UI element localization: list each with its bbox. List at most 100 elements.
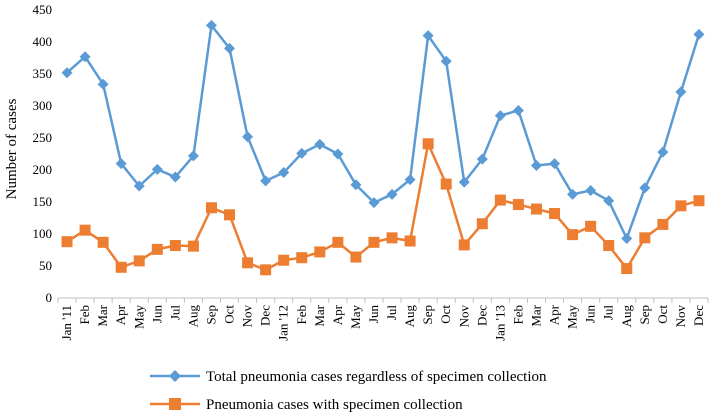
data-point [314,138,326,150]
x-tick-label: Jan '13 [492,305,507,341]
data-point [97,78,109,90]
y-axis: 0 50 100 150 200 250 300 350 400 450 [33,2,53,305]
x-tick-label: Mar [95,304,110,326]
x-tick-label: Oct [222,305,237,324]
data-point [151,163,163,175]
data-point [693,28,705,40]
x-tick-label: Jan '12 [276,305,291,341]
data-point [242,131,254,143]
x-tick-label: Aug [619,305,634,328]
data-point [368,236,380,248]
y-tick-label: 200 [33,162,53,177]
legend-label: Pneumonia cases with specimen collection [206,397,463,413]
data-point [79,51,91,63]
x-tick-label: Apr [547,304,562,325]
data-point [494,194,506,206]
data-point [476,218,488,230]
x-tick-label: Feb [77,305,92,325]
data-point [675,200,687,212]
data-point [224,209,236,221]
data-point [621,263,633,275]
x-tick-label: Dec [474,305,489,326]
data-point [639,232,651,244]
legend-label: Total pneumonia cases regardless of spec… [206,369,547,385]
x-tick-label: Sep [420,305,435,325]
data-point [386,188,398,200]
data-point [61,236,73,248]
x-tick-label: Jun [366,305,381,324]
x-tick-label: Jun [149,305,164,324]
x-tick-label: Nov [673,305,688,328]
x-tick-label: Apr [113,304,128,325]
data-point [621,232,633,244]
data-point [115,261,127,273]
x-tick-label: Dec [691,305,706,326]
data-point [350,251,362,263]
data-point [603,195,615,207]
data-point [603,240,615,252]
data-point [693,195,705,207]
data-point [386,232,398,244]
data-point [639,182,651,194]
y-tick-label: 50 [39,258,52,273]
data-point [567,229,579,241]
data-point [585,184,597,196]
data-point [79,224,91,236]
data-point [115,158,127,170]
data-point [585,220,597,232]
data-point [404,235,416,247]
y-axis-title: Number of cases [4,98,20,199]
x-tick-label: May [348,305,363,329]
x-tick-label: Jan '11 [59,305,74,340]
data-point [458,239,470,251]
data-point [567,188,579,200]
y-tick-label: 400 [33,34,53,49]
data-point [242,257,254,269]
data-point [549,158,561,170]
x-tick-label: Aug [402,305,417,328]
data-point [205,202,217,214]
series-1 [61,19,705,244]
data-point [368,197,380,209]
x-tick-label: May [565,305,580,329]
x-tick-label: Sep [637,305,652,325]
legend-marker [169,398,181,410]
y-tick-label: 450 [33,2,53,17]
data-point [296,147,308,159]
x-tick-label: Mar [528,304,543,326]
data-point [512,199,524,211]
data-point [278,167,290,179]
y-tick-label: 100 [33,226,53,241]
x-tick-label: Jul [601,305,616,321]
data-point [332,148,344,160]
data-point [187,240,199,252]
data-point [657,146,669,158]
data-point [260,264,272,276]
data-point [512,104,524,116]
data-point [404,174,416,186]
series-2 [61,138,705,276]
data-point [549,208,561,220]
data-point [278,254,290,266]
data-point [224,42,236,54]
x-tick-label: Feb [510,305,525,325]
data-point [440,55,452,67]
data-point [494,110,506,122]
data-point [440,178,452,190]
data-point [422,30,434,42]
x-tick-label: May [131,305,146,329]
x-tick-label: Oct [655,305,670,324]
data-point [61,67,73,79]
x-tick-label: Nov [240,305,255,328]
x-tick-label: Apr [330,304,345,325]
data-point [476,153,488,165]
x-tick-label: Nov [456,305,471,328]
series-layer [61,19,705,276]
data-point [133,255,145,267]
data-point [657,218,669,230]
x-axis: Jan '11 Feb Mar Apr May Jun Jul Aug Sep Oct Nov Dec… [57,297,709,341]
x-tick-label: Oct [438,305,453,324]
data-point [530,203,542,215]
x-tick-label: Aug [185,305,200,328]
